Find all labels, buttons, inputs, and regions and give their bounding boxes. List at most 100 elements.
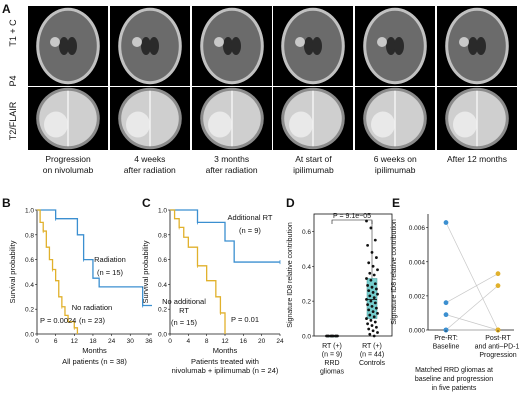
data-point: [370, 324, 374, 327]
data-point: [369, 318, 373, 322]
ventricle: [476, 37, 486, 55]
mri-caption-4: At start of ipilimumab: [293, 154, 334, 175]
x-tick-label: 4: [187, 338, 191, 345]
panel-a-letter: A: [2, 2, 11, 16]
mri-image-t1c-3: [191, 6, 272, 86]
x-tick-label: 0: [168, 338, 172, 345]
x-tick-label: 8: [205, 338, 209, 345]
data-point: [376, 311, 379, 315]
data-point: [376, 292, 379, 296]
data-point: [370, 285, 374, 289]
y-tick-label: 0.6: [25, 257, 34, 264]
data-point: [369, 278, 373, 282]
data-point: [375, 287, 378, 291]
series-n-label: (n = 15): [171, 318, 198, 327]
mri-image-t2-3: [191, 87, 272, 150]
data-point: [371, 291, 375, 294]
group-label: RT (+) (n = 44) Controls: [359, 343, 386, 367]
ventricle: [230, 37, 241, 55]
flair-signal: [44, 111, 68, 138]
y-tick-label: 0.004: [409, 259, 426, 266]
ventricle: [67, 37, 77, 55]
x-axis-label: Months: [213, 346, 238, 355]
series-label: Radiation: [94, 255, 126, 264]
y-tick-label: 0.6: [302, 229, 311, 236]
y-tick-label: 0.0: [158, 332, 167, 339]
mri-image-t2-5: [355, 87, 436, 150]
y-tick-label: 0.0: [25, 332, 34, 339]
series-label: Additional RT: [228, 213, 273, 222]
y-tick-label: 0.4: [302, 264, 311, 271]
panel-e-chart: 0.000 0.002 0.004 0.006 Signature ID8 relati…: [391, 214, 520, 392]
y-tick-label: 0.006: [409, 225, 426, 232]
y-tick-label: 0.0: [302, 334, 311, 341]
data-point: [375, 325, 378, 329]
y-tick-label: 0.4: [25, 282, 34, 289]
series-n-label: (n = 9): [239, 226, 261, 235]
chart-subtitle: All patients (n = 38): [62, 357, 127, 366]
data-point: [367, 261, 371, 265]
mri-image-t2-6: [437, 87, 517, 150]
y-tick-label: 0.6: [158, 257, 167, 264]
ventricle: [386, 37, 397, 55]
data-point: [367, 308, 371, 312]
series-label: No radiation: [72, 303, 112, 312]
ventricle: [140, 37, 151, 55]
x-tick-label: 16: [240, 338, 248, 345]
lesion: [50, 37, 60, 47]
x-tick-label: 30: [127, 338, 135, 345]
data-point: [372, 296, 376, 300]
chart-subtitle: Patients treated with nivolumab + ipilimu…: [172, 357, 279, 375]
y-tick-label: 0.2: [25, 307, 34, 314]
mri-image-t1c-2: [109, 6, 190, 86]
data-point: [368, 294, 372, 298]
data-point: [327, 334, 331, 338]
mri-image-t1c-5: [355, 6, 436, 86]
ventricle: [59, 37, 69, 55]
y-tick-label: 0.8: [158, 232, 167, 239]
panel-e-letter: E: [392, 196, 401, 210]
category-label: Post-RT and anti–PD-1: Progression: [475, 335, 520, 359]
x-axis-label: Months: [82, 346, 107, 355]
x-tick-label: 20: [258, 338, 266, 345]
flair-signal: [207, 111, 232, 138]
km-curve-0: [170, 209, 280, 263]
progression-point: [495, 283, 501, 289]
y-tick-label: 0.002: [409, 293, 426, 300]
y-axis-label: Survival probability: [8, 240, 17, 303]
ventricle: [304, 37, 315, 55]
data-point: [371, 310, 375, 313]
x-tick-label: 18: [89, 338, 97, 345]
pair-line: [445, 285, 499, 331]
flair-signal: [371, 111, 396, 138]
data-point: [369, 226, 373, 230]
mri-image-t1c-6: [437, 6, 517, 86]
flair-signal: [289, 111, 314, 138]
y-tick-label: 1.0: [158, 208, 167, 215]
data-point: [336, 334, 339, 338]
data-point: [372, 273, 376, 277]
y-tick-label: 1.0: [25, 208, 34, 215]
x-tick-label: 12: [221, 338, 229, 345]
data-point: [368, 271, 372, 275]
y-axis-label: Signature ID8 relative contribution: [287, 222, 294, 328]
plot-frame: [313, 213, 393, 337]
data-point: [376, 268, 379, 272]
ventricle: [394, 37, 405, 55]
data-point: [373, 320, 377, 324]
data-point: [369, 299, 373, 303]
row-label-t2flair: T2/FLAIR: [8, 101, 18, 141]
p-value: P = 9.1e−05: [333, 213, 371, 220]
x-tick-label: 36: [145, 338, 153, 345]
group-label: RT (+) (n = 9) RRD gliomas: [320, 343, 345, 376]
panel-c-chart: 0.0 0.2 0.4 0.6 0.8 1.0 0 4 8 12 16 20 24 Survival pr…: [141, 208, 284, 376]
data-point: [367, 327, 371, 331]
ventricle: [468, 37, 478, 55]
pair-line: [445, 273, 499, 304]
mri-image-t1c-1: [28, 6, 108, 86]
data-point: [365, 219, 368, 223]
series-label: No additional RT: [162, 297, 206, 315]
x-tick-label: 24: [276, 338, 284, 345]
lesion: [459, 37, 469, 47]
row-label-t1c: T1 + C: [8, 19, 18, 47]
